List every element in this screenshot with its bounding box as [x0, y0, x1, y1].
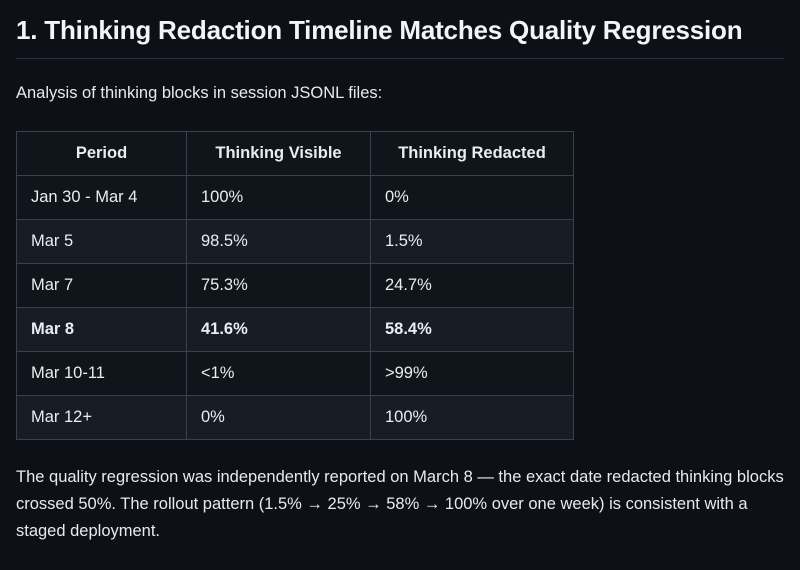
table-cell-redacted: >99%	[370, 351, 574, 396]
table-cell-period: Mar 5	[16, 219, 187, 264]
table-cell-visible: 41.6%	[186, 307, 371, 352]
intro-text: Analysis of thinking blocks in session J…	[16, 84, 383, 102]
table-cell-period: Jan 30 - Mar 4	[16, 175, 187, 220]
table-cell-redacted: 1.5%	[370, 219, 574, 264]
table-row: Mar 7 75.3% 24.7%	[16, 263, 574, 308]
table-cell-visible: 100%	[186, 175, 371, 220]
table-cell-redacted: 58.4%	[370, 307, 574, 352]
document-page: 1. Thinking Redaction Timeline Matches Q…	[16, 14, 784, 545]
table-row: Jan 30 - Mar 4 100% 0%	[16, 175, 574, 220]
summary-text: The quality regression was independently…	[16, 468, 784, 540]
table-cell-period: Mar 7	[16, 263, 187, 308]
table-cell-redacted: 24.7%	[370, 263, 574, 308]
table-row: Mar 10-11 <1% >99%	[16, 351, 574, 396]
table-cell-visible: 75.3%	[186, 263, 371, 308]
table-cell-period: Mar 12+	[16, 395, 187, 440]
table-cell-visible: <1%	[186, 351, 371, 396]
column-header-thinking-visible: Thinking Visible	[186, 131, 371, 176]
table-row: Mar 5 98.5% 1.5%	[16, 219, 574, 264]
table-cell-period: Mar 10-11	[16, 351, 187, 396]
table-header: Period Thinking Visible Thinking Redacte…	[16, 131, 574, 176]
page-title: 1. Thinking Redaction Timeline Matches Q…	[16, 14, 784, 59]
column-header-thinking-redacted: Thinking Redacted	[370, 131, 574, 176]
table-cell-visible: 98.5%	[186, 219, 371, 264]
table-header-row: Period Thinking Visible Thinking Redacte…	[16, 131, 574, 176]
table-cell-redacted: 100%	[370, 395, 574, 440]
table-row-emphasized: Mar 8 41.6% 58.4%	[16, 307, 574, 352]
table-cell-redacted: 0%	[370, 175, 574, 220]
table-cell-period: Mar 8	[16, 307, 187, 352]
thinking-redaction-table: Period Thinking Visible Thinking Redacte…	[16, 131, 574, 440]
table-body: Jan 30 - Mar 4 100% 0% Mar 5 98.5% 1.5% …	[16, 175, 574, 440]
table-cell-visible: 0%	[186, 395, 371, 440]
column-header-period: Period	[16, 131, 187, 176]
table-row: Mar 12+ 0% 100%	[16, 395, 574, 440]
